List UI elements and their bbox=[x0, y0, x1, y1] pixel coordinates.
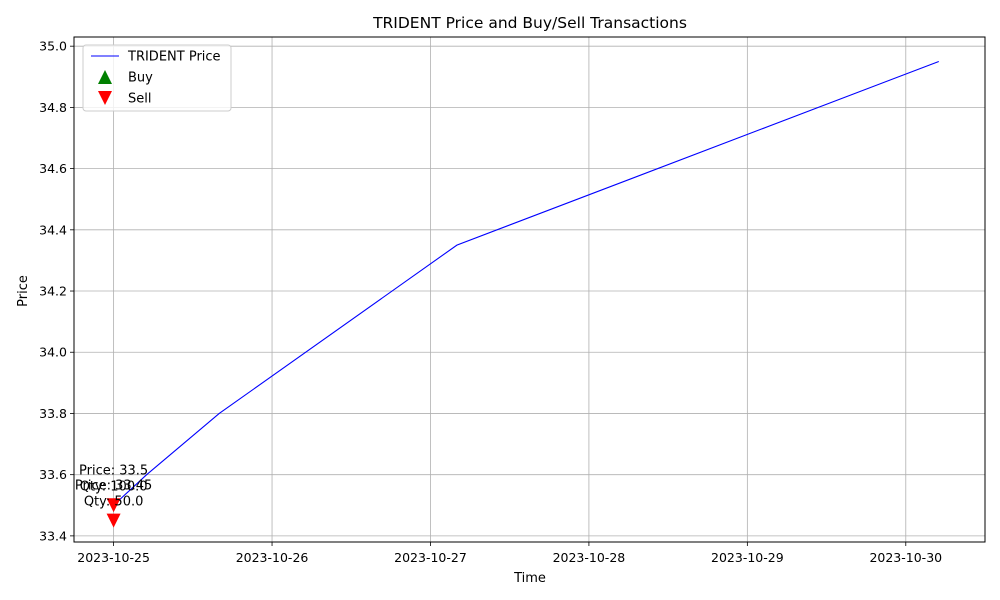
y-tick-label: 34.4 bbox=[39, 222, 67, 237]
x-tick-label: 2023-10-30 bbox=[869, 550, 942, 565]
x-tick-label: 2023-10-26 bbox=[236, 550, 309, 565]
price-line bbox=[113, 60, 939, 506]
x-tick-label: 2023-10-25 bbox=[77, 550, 150, 565]
sell-marker bbox=[106, 513, 121, 528]
legend-sell-symbol bbox=[98, 91, 112, 105]
y-axis-title: Price bbox=[16, 275, 31, 307]
y-tick-label: 34.0 bbox=[39, 345, 67, 360]
sell-marker bbox=[106, 498, 121, 513]
marker-layer bbox=[106, 498, 121, 528]
y-tick-label: 33.6 bbox=[39, 467, 67, 482]
x-tick-label: 2023-10-29 bbox=[711, 550, 784, 565]
annotation-price: Price: 33.45 bbox=[75, 479, 152, 494]
annotation-price: Price: 33.5 bbox=[79, 463, 148, 478]
y-tick-label: 33.4 bbox=[39, 528, 67, 543]
grid bbox=[74, 37, 985, 542]
legend-label: Sell bbox=[128, 92, 151, 107]
y-tick-label: 34.8 bbox=[39, 100, 67, 115]
x-axis-ticks: 2023-10-25 2023-10-26 2023-10-27 2023-10-28… bbox=[77, 542, 942, 565]
legend-buy-symbol bbox=[98, 70, 112, 84]
y-axis-ticks: 33.4 33.6 33.8 34.0 34.2 34.4 34.6 34.8 35.0 bbox=[39, 39, 74, 543]
legend: TRIDENT Price Buy Sell bbox=[82, 44, 232, 112]
y-tick-label: 34.6 bbox=[39, 161, 67, 176]
y-tick-label: 33.8 bbox=[39, 406, 67, 421]
legend-label: Buy bbox=[128, 71, 153, 86]
plot-frame bbox=[73, 36, 986, 543]
y-tick-label: 35.0 bbox=[39, 39, 67, 54]
series-layer bbox=[113, 60, 939, 506]
annotation-qty: Qty: 100.0 bbox=[80, 479, 148, 494]
x-axis-title: Time bbox=[513, 571, 546, 586]
legend-label: TRIDENT Price bbox=[127, 50, 221, 65]
x-tick-label: 2023-10-28 bbox=[553, 550, 626, 565]
y-tick-label: 34.2 bbox=[39, 284, 67, 299]
legend-box bbox=[82, 44, 232, 112]
x-tick-label: 2023-10-27 bbox=[394, 550, 467, 565]
chart-title: TRIDENT Price and Buy/Sell Transactions bbox=[372, 14, 687, 32]
annotation-qty: Qty: 50.0 bbox=[84, 495, 144, 510]
